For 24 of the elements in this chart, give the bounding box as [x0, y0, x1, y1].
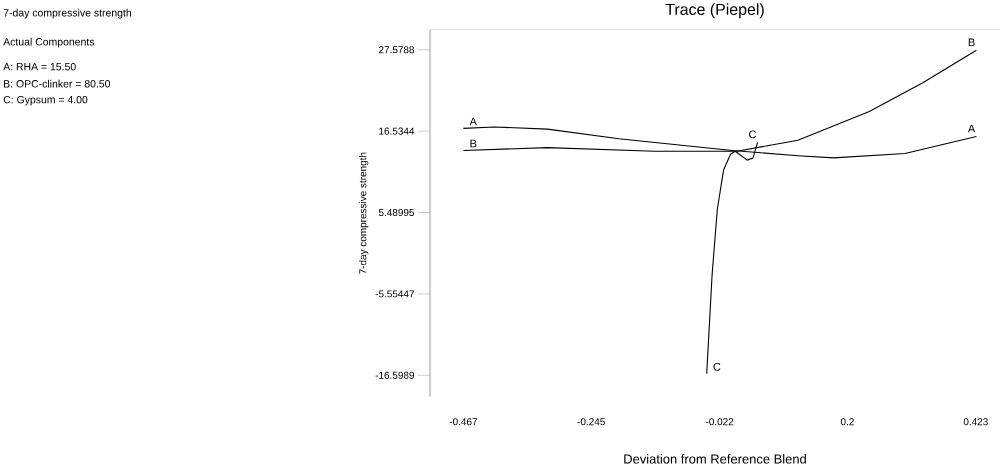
text: C — [713, 363, 721, 371]
series-label: A — [469, 117, 477, 126]
y-tick-label: 27.5788 — [378, 46, 415, 54]
y-tick-label: -16.5989 — [375, 371, 415, 379]
text: A — [967, 124, 976, 133]
y-tick-label: 16.5344 — [379, 127, 415, 135]
y-tick-label: -5.55447 — [375, 290, 414, 298]
text: A: RHA = 15.50 — [3, 63, 76, 71]
text: B — [968, 38, 975, 47]
text: C: Gypsum = 4.00 — [3, 96, 88, 106]
x-axis-title: Deviation from Reference Blend — [624, 454, 806, 464]
series-label: B — [470, 139, 477, 148]
x-tick-label: 0.423 — [963, 418, 988, 426]
series-label: C — [749, 130, 756, 139]
y-tick-label: 5.48995 — [378, 209, 415, 217]
x-tick-label: -0.467 — [449, 418, 478, 426]
y-axis-title: 7-day compressive strength — [359, 152, 369, 274]
x-tick-label: -0.245 — [577, 418, 605, 426]
x-tick-label: -0.022 — [705, 418, 734, 426]
text: B: OPC-clinker = 80.50 — [4, 79, 111, 88]
text: 7-day compressive strength — [3, 8, 131, 19]
text: Actual Components — [3, 37, 95, 48]
chart-title: Trace (Piepel) — [665, 3, 764, 19]
x-tick-label: 0.2 — [840, 418, 854, 426]
